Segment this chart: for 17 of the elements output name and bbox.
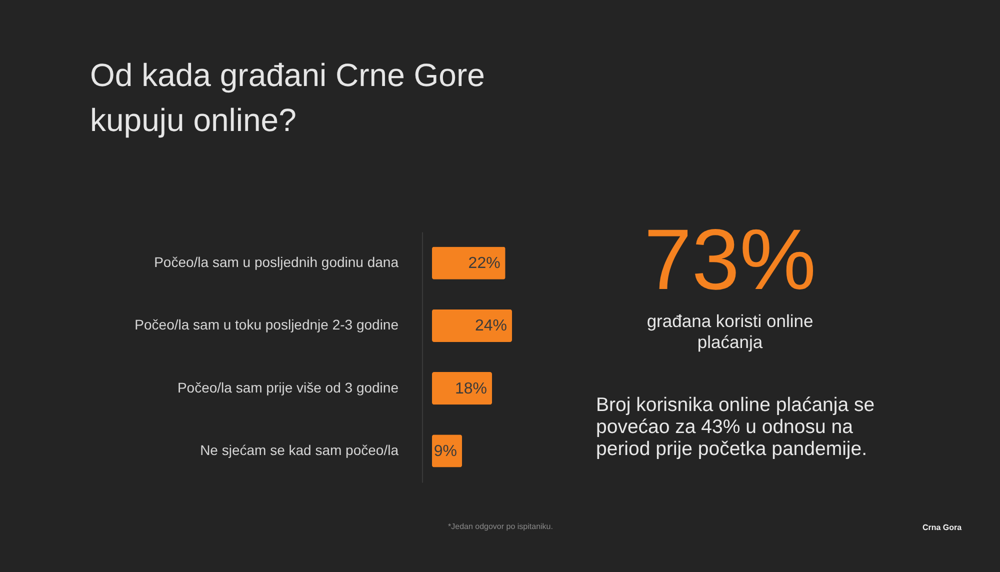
text: Broj korisnika online plaćanja se povećao za 43% u odnosu na period prije početka pandemije. <box>596 394 875 460</box>
y-tick-label: Počeo/la sam prije više od 3 godine <box>177 379 399 396</box>
text: 73% <box>644 212 816 308</box>
chart-title: Od kada građani Crne Gore kupuju online? <box>90 57 485 138</box>
data-label: 22% <box>468 255 500 272</box>
bar <box>432 246 506 280</box>
text: *Jedan odgovor po ispitaniku. <box>448 522 553 531</box>
bar <box>432 309 512 342</box>
y-tick-label: Ne sjećam se kad sam počeo/la <box>200 442 399 458</box>
bar <box>432 372 492 405</box>
text: građana koristi online plaćanja <box>646 311 814 352</box>
y-tick-label: Počeo/la sam u toku posljednje 2-3 godine <box>134 316 399 333</box>
y-tick-label: Počeo/la sam u posljednih godinu dana <box>154 254 399 270</box>
data-label: 24% <box>474 318 507 335</box>
data-label: 18% <box>454 380 487 398</box>
text: Crna Gora <box>922 523 962 532</box>
data-label: 9% <box>434 442 457 460</box>
